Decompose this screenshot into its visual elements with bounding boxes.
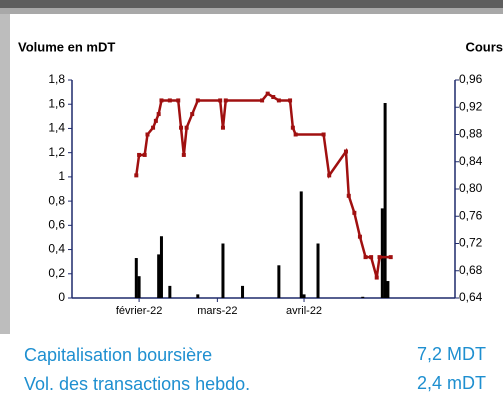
price-marker <box>167 98 172 103</box>
y-tick-label: 0,2 <box>48 266 65 280</box>
summary-value: 2,4 mDT <box>417 373 486 393</box>
y2-tick-label: 0,72 <box>459 236 483 250</box>
price-marker <box>184 125 189 130</box>
y-tick-label: 1,8 <box>48 72 65 86</box>
y2-axis-title: Cours <box>465 39 503 54</box>
price-marker <box>363 255 368 260</box>
x-tick-label: février-22 <box>116 305 162 317</box>
y-tick-label: 1,2 <box>48 145 65 159</box>
summary-value: 7,2 MDT <box>417 344 486 364</box>
price-marker <box>327 173 332 178</box>
y-axis-title: Volume en mDT <box>18 39 115 54</box>
price-marker <box>388 255 393 260</box>
y2-tick-label: 0,96 <box>459 72 483 86</box>
price-marker <box>343 149 348 154</box>
price-marker <box>369 255 374 260</box>
price-marker <box>153 118 158 123</box>
y-tick-label: 1,4 <box>48 121 65 135</box>
price-marker <box>271 95 276 100</box>
price-marker <box>223 98 228 103</box>
price-marker <box>357 234 362 239</box>
price-marker <box>190 112 195 117</box>
price-marker <box>288 98 293 103</box>
volume-bar <box>383 103 387 298</box>
price-marker <box>293 132 298 137</box>
volume-bar <box>361 296 365 298</box>
volume-bar <box>159 236 163 298</box>
price-marker <box>179 125 184 130</box>
price-marker <box>156 112 161 117</box>
price-marker <box>159 98 164 103</box>
volume-bar <box>299 191 303 298</box>
volume-bar <box>380 208 384 298</box>
volume-bar <box>137 276 141 298</box>
y2-tick-label: 0,64 <box>459 290 483 304</box>
volume-bar <box>168 285 172 298</box>
price-marker <box>276 98 281 103</box>
y2-tick-label: 0,88 <box>459 127 483 141</box>
volume-bar <box>221 243 225 298</box>
summary-label: Vol. des transactions hebdo. <box>24 374 250 394</box>
volume-bar <box>316 243 320 298</box>
price-marker <box>346 193 351 198</box>
volume-bar <box>134 258 138 298</box>
y-tick-label: 0,6 <box>48 218 65 232</box>
y-tick-label: 0,4 <box>48 242 65 256</box>
price-marker <box>145 132 150 137</box>
price-marker <box>265 91 270 96</box>
volume-bar <box>241 285 245 298</box>
price-marker <box>195 98 200 103</box>
price-marker <box>176 98 181 103</box>
price-marker <box>377 255 382 260</box>
volume-bar <box>386 281 390 298</box>
top-border <box>0 8 503 14</box>
price-marker <box>374 275 379 280</box>
price-marker <box>142 152 147 157</box>
x-tick-label: avril-22 <box>286 305 322 317</box>
y2-tick-label: 0,76 <box>459 208 483 222</box>
price-marker <box>151 125 156 130</box>
volume-bar <box>196 294 200 298</box>
x-tick-label: mars-22 <box>197 305 237 317</box>
price-marker <box>321 132 326 137</box>
summary-label: Capitalisation boursière <box>24 345 212 365</box>
price-marker <box>137 152 142 157</box>
y2-tick-label: 0,80 <box>459 181 483 195</box>
y-tick-label: 0,8 <box>48 193 65 207</box>
top-bar <box>0 0 503 8</box>
volume-bar <box>302 294 306 298</box>
price-marker <box>134 173 139 178</box>
chart-panel <box>10 14 503 334</box>
left-border <box>0 14 10 334</box>
price-marker <box>218 98 223 103</box>
y-tick-label: 1 <box>58 169 65 183</box>
volume-bar <box>157 254 161 298</box>
y2-tick-label: 0,84 <box>459 154 483 168</box>
price-marker <box>260 98 265 103</box>
price-marker <box>220 125 225 130</box>
volume-bar <box>277 265 281 298</box>
price-marker <box>290 125 295 130</box>
y2-tick-label: 0,68 <box>459 263 483 277</box>
y-tick-label: 0 <box>58 290 65 304</box>
y2-tick-label: 0,92 <box>459 99 483 113</box>
y-tick-label: 1,6 <box>48 96 65 110</box>
price-marker <box>352 210 357 215</box>
price-marker <box>181 152 186 157</box>
